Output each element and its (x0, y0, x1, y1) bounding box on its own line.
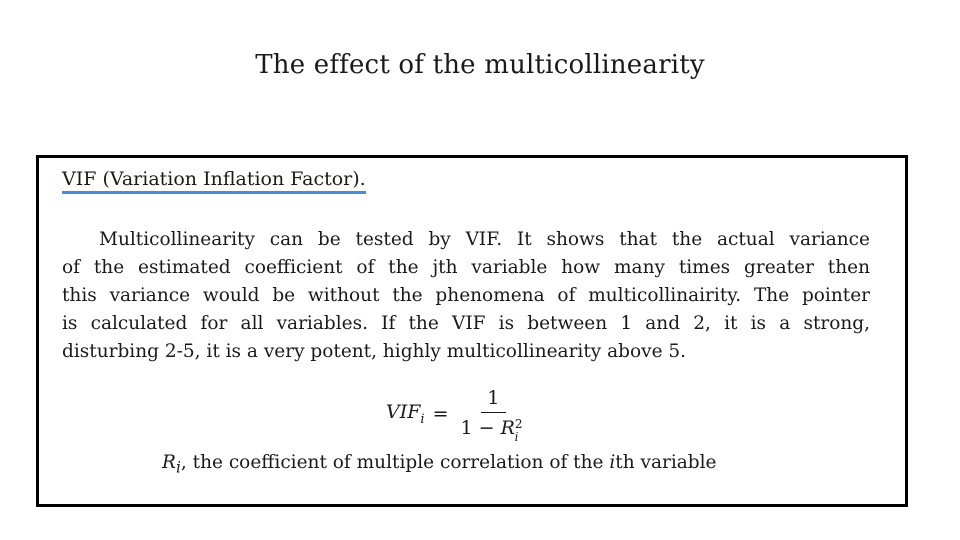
paragraph-line: this variance would be without the pheno… (62, 285, 870, 306)
denominator-prefix: 1 − (460, 416, 501, 439)
content-box (36, 155, 908, 507)
formula-lhs-var: VIF (386, 401, 421, 424)
formula-denominator: 1 − R2i (457, 413, 531, 444)
vif-paragraph: Multicollinearity can be tested by VIF. … (62, 226, 870, 366)
denominator-var: R (500, 416, 515, 439)
caption-italic-i: i (609, 452, 616, 473)
caption-text-after: th variable (615, 452, 717, 473)
formula-caption: Ri, the coefficient of multiple correlat… (162, 452, 717, 477)
denominator-sub: i (514, 429, 519, 444)
paragraph-line: disturbing 2-5, it is a very potent, hig… (62, 341, 687, 362)
caption-text-before: , the coefficient of multiple correlatio… (180, 452, 610, 473)
vif-formula: VIFi = 1 1 − R2i (386, 384, 530, 444)
slide-title: The effect of the multicollinearity (255, 50, 705, 80)
vif-heading: VIF (Variation Inflation Factor). (62, 168, 366, 194)
formula-lhs: VIFi (386, 401, 425, 427)
formula-equals: = (432, 403, 449, 425)
caption-var: R (162, 452, 176, 473)
formula-fraction: 1 1 − R2i (457, 387, 531, 444)
paragraph-line: Multicollinearity can be tested by VIF. … (99, 229, 870, 250)
caption-var-sub: i (175, 458, 181, 477)
paragraph-line: of the estimated coefficient of the jth … (62, 257, 870, 278)
formula-numerator: 1 (481, 387, 506, 413)
formula-lhs-subscript: i (420, 411, 425, 427)
vif-heading-text: VIF (Variation Inflation Factor). (62, 168, 366, 194)
paragraph-line: is calculated for all variables. If the … (62, 313, 870, 334)
denominator-sup: 2 (514, 416, 523, 431)
